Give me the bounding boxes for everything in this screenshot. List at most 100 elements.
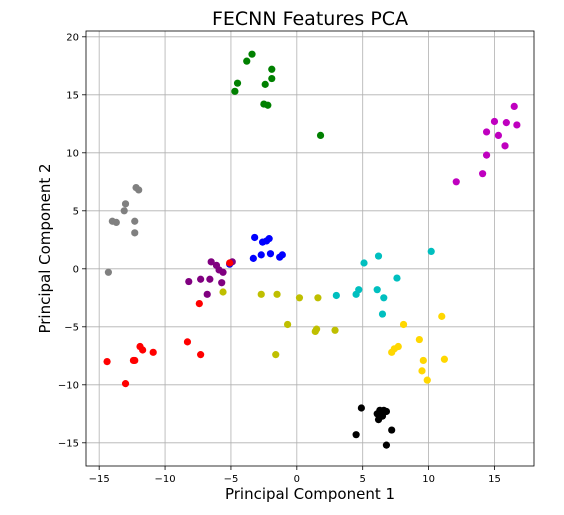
data-point (311, 327, 319, 336)
data-point (131, 217, 139, 225)
data-point (131, 356, 139, 365)
data-point (419, 356, 427, 365)
data-point (357, 404, 365, 412)
data-point (393, 274, 401, 282)
data-point (218, 279, 226, 287)
data-point (257, 251, 265, 259)
data-point (440, 355, 448, 363)
data-point (415, 335, 423, 344)
y-tick-label: 5 (73, 206, 79, 217)
x-tick-label: −15 (89, 474, 110, 485)
x-axis-ticks: −15 −10 −5 0 5 10 15 (89, 466, 501, 485)
data-point (243, 57, 251, 65)
data-point (373, 286, 381, 294)
data-point (352, 431, 360, 439)
y-tick-label: 20 (66, 32, 79, 43)
data-point (103, 358, 111, 366)
data-point (203, 290, 211, 298)
data-point (262, 237, 271, 245)
x-tick-label: −10 (155, 474, 176, 485)
data-point (149, 348, 157, 356)
data-point (264, 101, 272, 109)
data-point (452, 178, 460, 186)
data-point (316, 131, 325, 139)
data-point (388, 426, 396, 434)
data-point (482, 128, 491, 136)
x-tick-label: −5 (224, 474, 239, 485)
data-point (261, 80, 269, 88)
data-point (332, 291, 340, 300)
data-point (251, 233, 259, 242)
data-point (501, 142, 509, 150)
data-point (266, 250, 275, 258)
data-point (195, 300, 203, 308)
y-tick-label: 15 (66, 90, 79, 101)
y-axis-ticks: −15 −10 −5 0 5 10 15 20 (58, 32, 86, 449)
y-tick-label: 0 (73, 264, 79, 275)
data-point (112, 218, 120, 226)
data-point (231, 87, 239, 95)
data-point (233, 79, 242, 87)
y-axis-label: Principal Component 2 (36, 163, 54, 333)
data-point (494, 131, 503, 139)
data-point (418, 367, 426, 375)
data-point (226, 259, 234, 267)
data-point (268, 74, 276, 83)
plot-area-frame (85, 30, 535, 467)
data-point (388, 348, 396, 356)
data-point (295, 294, 304, 302)
data-point (423, 376, 431, 384)
data-point (121, 380, 130, 388)
data-point (272, 351, 280, 359)
data-point (104, 268, 112, 276)
data-point (207, 258, 215, 266)
data-point (197, 275, 205, 283)
data-point (378, 310, 387, 318)
data-point (510, 102, 518, 110)
data-point (314, 294, 322, 302)
data-point (374, 252, 383, 260)
data-point (482, 151, 491, 159)
x-axis-label: Principal Component 1 (225, 485, 395, 503)
y-tick-label: −10 (58, 380, 79, 391)
data-point (121, 200, 130, 208)
data-point (479, 170, 487, 178)
data-point (276, 253, 284, 261)
data-point (248, 50, 256, 58)
data-point (268, 65, 276, 73)
data-point (513, 121, 521, 129)
y-tick-label: −15 (58, 438, 79, 449)
data-point (380, 294, 388, 302)
data-point (131, 229, 139, 237)
data-point (360, 259, 368, 267)
x-tick-label: 10 (422, 474, 435, 485)
data-point (382, 441, 391, 449)
data-point (331, 326, 339, 334)
data-point (352, 290, 360, 298)
data-point (502, 119, 510, 127)
data-point (284, 320, 292, 329)
data-point (219, 268, 227, 276)
data-point (374, 416, 383, 424)
x-tick-label: 0 (294, 474, 300, 485)
y-tick-label: −5 (64, 322, 79, 333)
data-point (249, 254, 257, 262)
data-point (257, 290, 265, 298)
data-point (139, 346, 147, 354)
data-point (185, 277, 193, 286)
data-point (490, 117, 499, 126)
data-point (120, 207, 128, 215)
data-point (427, 247, 435, 255)
data-point (183, 338, 192, 346)
data-point (206, 275, 214, 283)
y-tick-label: 10 (66, 148, 79, 159)
data-points (103, 50, 521, 449)
data-point (399, 320, 408, 329)
x-tick-label: 5 (360, 474, 366, 485)
data-point (219, 288, 227, 296)
data-point (273, 290, 281, 298)
data-point (438, 312, 446, 320)
x-tick-label: 15 (488, 474, 501, 485)
